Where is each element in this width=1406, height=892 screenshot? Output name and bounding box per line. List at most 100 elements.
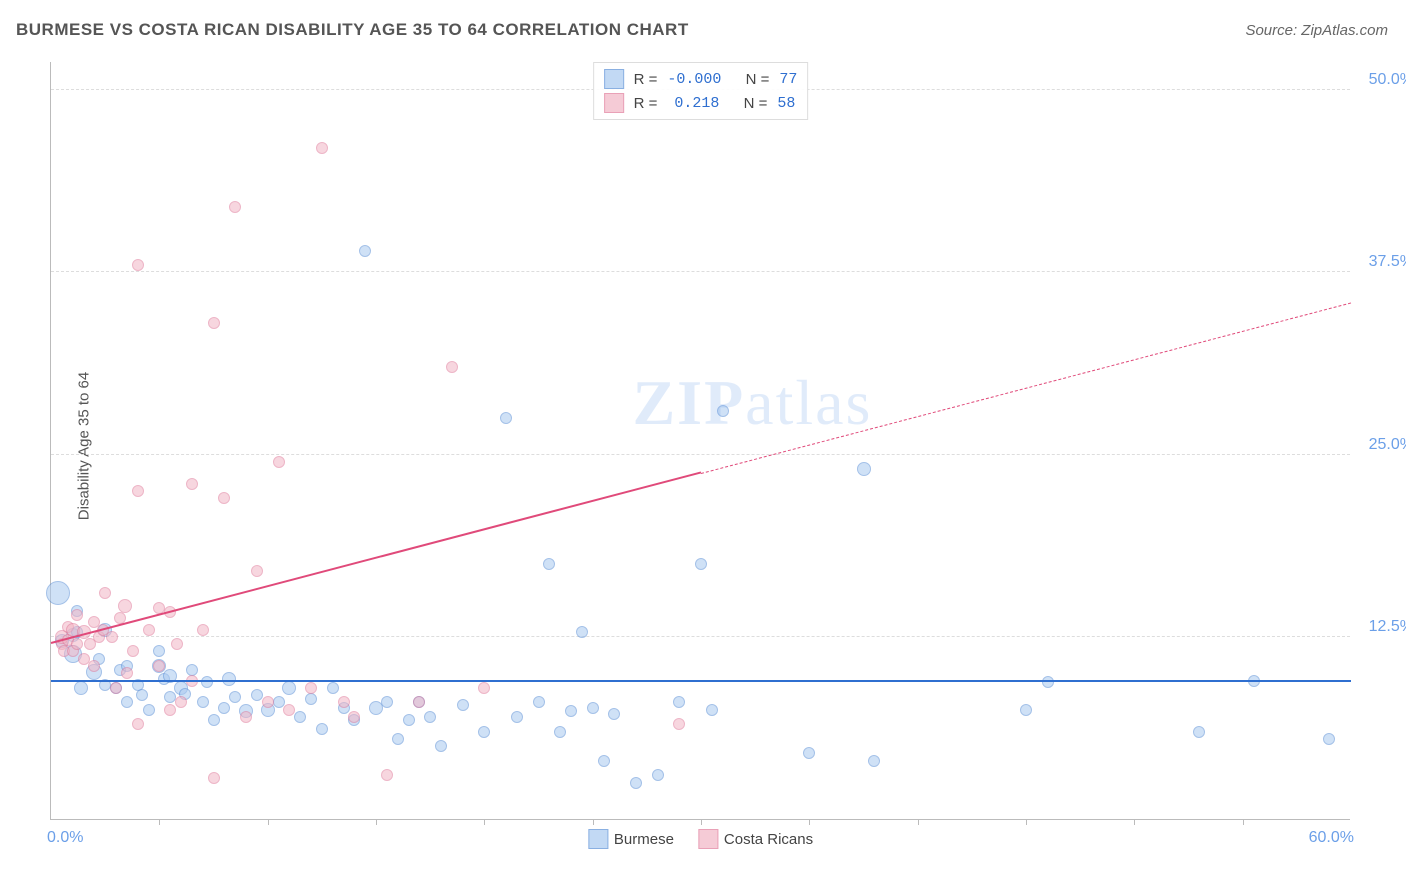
- data-point: [1020, 704, 1032, 716]
- data-point: [348, 711, 360, 723]
- data-point: [565, 705, 577, 717]
- data-point: [327, 682, 339, 694]
- data-point: [197, 696, 209, 708]
- data-point: [403, 714, 415, 726]
- legend-n-label: N =: [744, 95, 768, 112]
- data-point: [338, 696, 350, 708]
- data-point: [652, 769, 664, 781]
- x-tick: [593, 819, 594, 825]
- data-point: [706, 704, 718, 716]
- legend-series: Burmese Costa Ricans: [588, 829, 813, 849]
- data-point: [110, 682, 122, 694]
- data-point: [208, 772, 220, 784]
- data-point: [121, 696, 133, 708]
- data-point: [251, 689, 263, 701]
- data-point: [608, 708, 620, 720]
- gridline: [51, 636, 1350, 637]
- data-point: [208, 714, 220, 726]
- chart-title: BURMESE VS COSTA RICAN DISABILITY AGE 35…: [16, 20, 689, 40]
- x-tick: [918, 819, 919, 825]
- data-point: [229, 201, 241, 213]
- y-tick-label: 50.0%: [1354, 71, 1406, 89]
- data-point: [717, 405, 729, 417]
- data-point: [208, 317, 220, 329]
- data-point: [273, 456, 285, 468]
- data-point: [218, 492, 230, 504]
- data-point: [478, 682, 490, 694]
- data-point: [435, 740, 447, 752]
- data-point: [1042, 676, 1054, 688]
- legend-r-label: R =: [634, 95, 658, 112]
- data-point: [143, 704, 155, 716]
- x-tick: [1134, 819, 1135, 825]
- data-point: [543, 558, 555, 570]
- data-point: [803, 747, 815, 759]
- data-point: [511, 711, 523, 723]
- x-tick: [701, 819, 702, 825]
- data-point: [88, 660, 100, 672]
- data-point: [446, 361, 458, 373]
- legend-stats: R = -0.000 N = 77 R = 0.218 N = 58: [593, 62, 809, 120]
- trend-line: [51, 680, 1351, 682]
- data-point: [197, 624, 209, 636]
- data-point: [78, 653, 90, 665]
- data-point: [251, 565, 263, 577]
- swatch-burmese: [588, 829, 608, 849]
- watermark: ZIPatlas: [632, 366, 872, 440]
- legend-label-costarican: Costa Ricans: [724, 831, 813, 848]
- data-point: [71, 609, 83, 621]
- data-point: [554, 726, 566, 738]
- trend-line: [701, 302, 1351, 474]
- chart-source: Source: ZipAtlas.com: [1245, 22, 1388, 39]
- plot-area: ZIPatlas R = -0.000 N = 77 R = 0.218 N =…: [50, 62, 1350, 820]
- data-point: [630, 777, 642, 789]
- data-point: [71, 638, 83, 650]
- data-point: [175, 696, 187, 708]
- x-tick: [1026, 819, 1027, 825]
- legend-n-label: N =: [746, 71, 770, 88]
- legend-n-costarican: 58: [777, 95, 795, 112]
- swatch-costarican: [698, 829, 718, 849]
- data-point: [282, 681, 296, 695]
- data-point: [294, 711, 306, 723]
- data-point: [136, 689, 148, 701]
- data-point: [46, 581, 70, 605]
- y-tick-label: 12.5%: [1354, 618, 1406, 636]
- data-point: [673, 696, 685, 708]
- data-point: [478, 726, 490, 738]
- data-point: [1193, 726, 1205, 738]
- data-point: [273, 696, 285, 708]
- data-point: [424, 711, 436, 723]
- legend-r-costarican: 0.218: [667, 95, 719, 112]
- swatch-burmese: [604, 69, 624, 89]
- data-point: [316, 723, 328, 735]
- data-point: [673, 718, 685, 730]
- data-point: [74, 681, 88, 695]
- data-point: [857, 462, 871, 476]
- data-point: [153, 660, 165, 672]
- data-point: [201, 676, 213, 688]
- x-tick: [484, 819, 485, 825]
- data-point: [457, 699, 469, 711]
- data-point: [500, 412, 512, 424]
- legend-r-label: R =: [634, 71, 658, 88]
- data-point: [305, 682, 317, 694]
- data-point: [533, 696, 545, 708]
- legend-n-burmese: 77: [779, 71, 797, 88]
- data-point: [229, 691, 241, 703]
- legend-item-costarican: Costa Ricans: [698, 829, 813, 849]
- data-point: [171, 638, 183, 650]
- trend-line: [51, 472, 702, 644]
- data-point: [587, 702, 599, 714]
- data-point: [218, 702, 230, 714]
- data-point: [262, 696, 274, 708]
- swatch-costarican: [604, 93, 624, 113]
- x-tick: [809, 819, 810, 825]
- data-point: [359, 245, 371, 257]
- data-point: [143, 624, 155, 636]
- legend-row-burmese: R = -0.000 N = 77: [604, 67, 798, 91]
- data-point: [153, 645, 165, 657]
- data-point: [413, 696, 425, 708]
- data-point: [164, 704, 176, 716]
- data-point: [1323, 733, 1335, 745]
